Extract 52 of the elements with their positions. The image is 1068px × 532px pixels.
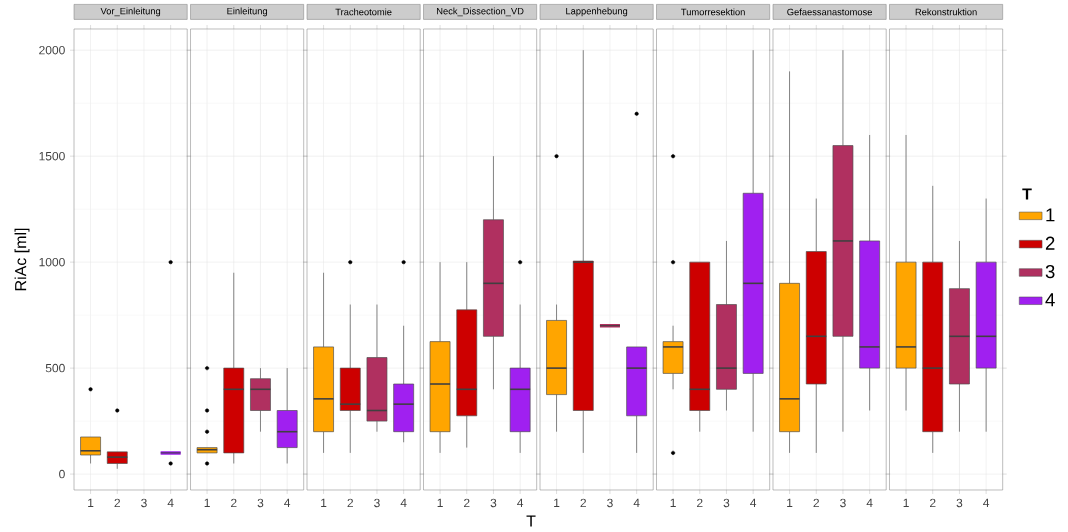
x-tick-label: 3 [840, 498, 846, 508]
chart-title: Neck_Dissection_VD [437, 7, 524, 17]
x-tick-label: 1 [437, 498, 443, 507]
x-tick-label: 3 [723, 498, 730, 508]
x-tick-label: 4 [633, 498, 640, 507]
chart-title: Tumorresektion [681, 8, 745, 16]
x-tick-label: 4 [167, 498, 174, 507]
x-tick-label: 3 [374, 498, 380, 508]
y-tick-label: 500 [45, 363, 65, 373]
legend-label: 3 [1045, 264, 1055, 279]
y-axis-title: RiAc [ml] [14, 228, 30, 291]
x-tick-label: 1 [88, 498, 94, 507]
x-tick-label: 3 [607, 498, 613, 508]
x-tick-label: 2 [697, 498, 703, 508]
chart-title: Gefaessanastomose [787, 8, 872, 16]
x-tick-label: 2 [813, 498, 819, 508]
x-tick-label: 1 [903, 498, 909, 507]
y-tick-label: 1000 [39, 257, 65, 267]
x-tick-label: 1 [554, 498, 560, 507]
x-tick-label: 3 [257, 498, 264, 508]
y-tick-label: 0 [59, 469, 65, 479]
x-tick-label: 2 [114, 498, 120, 508]
x-axis-title: T [526, 515, 536, 527]
y-tick-label: 1500 [39, 151, 65, 161]
x-tick-label: 4 [983, 498, 990, 507]
x-tick-label: 4 [517, 498, 524, 507]
x-tick-label: 3 [141, 498, 147, 508]
x-tick-label: 2 [464, 498, 470, 508]
legend-label: 4 [1045, 293, 1055, 307]
chart-title: Vor_Einleitung [100, 7, 161, 17]
x-tick-label: 3 [956, 498, 963, 508]
chart-title: Lappenhebung [566, 7, 628, 17]
x-tick-label: 4 [400, 498, 407, 507]
legend-label: 1 [1046, 208, 1055, 222]
x-tick-label: 3 [490, 498, 497, 508]
chart-title: Rekonstruktion [915, 8, 977, 16]
x-tick-label: 2 [347, 498, 353, 508]
x-tick-label: 2 [930, 498, 936, 508]
chart-title: Tracheotomie [335, 8, 392, 16]
x-tick-label: 1 [670, 498, 676, 507]
x-tick-label: 1 [787, 498, 793, 507]
legend-title: T [1022, 188, 1032, 200]
y-tick-label: 2000 [39, 45, 65, 55]
x-tick-label: 4 [750, 498, 757, 507]
x-tick-label: 2 [231, 498, 237, 508]
x-tick-label: 4 [866, 498, 873, 507]
x-tick-label: 1 [321, 498, 327, 507]
legend-label: 2 [1045, 236, 1055, 250]
chart-title: Einleitung [227, 7, 267, 17]
x-tick-label: 2 [580, 498, 586, 508]
x-tick-label: 1 [204, 498, 210, 507]
x-tick-label: 4 [284, 498, 291, 507]
